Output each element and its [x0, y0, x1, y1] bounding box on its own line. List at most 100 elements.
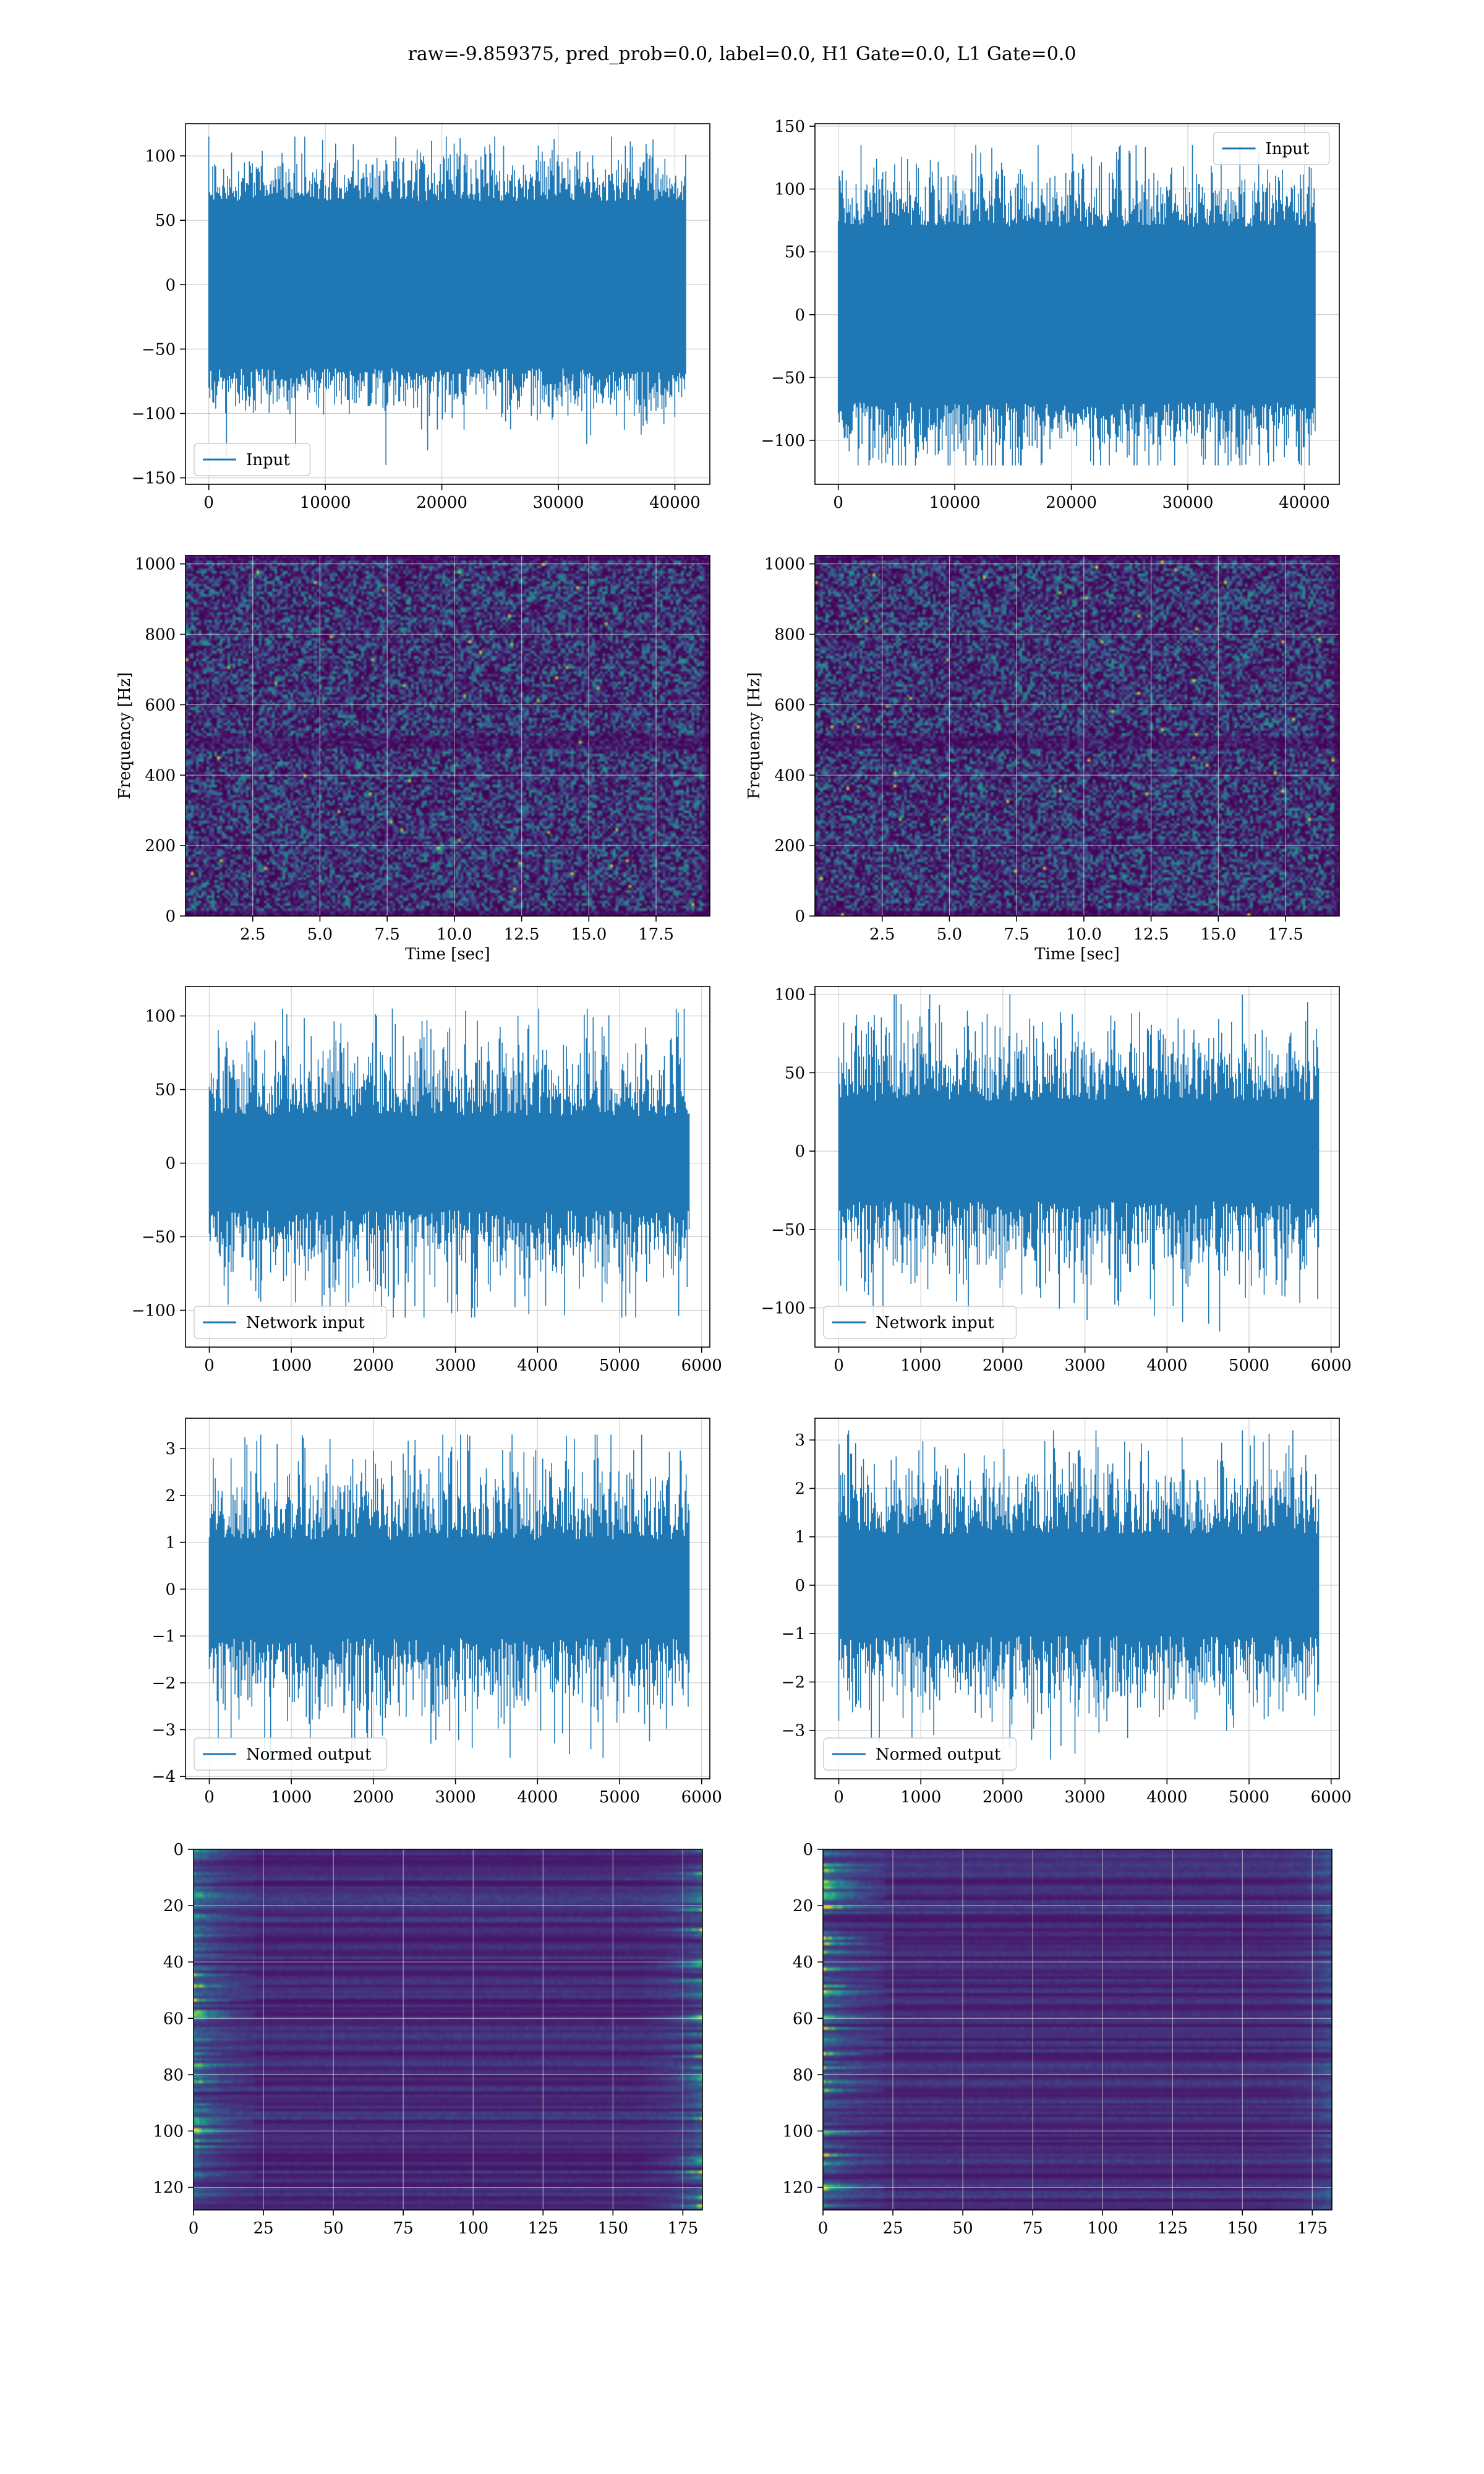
x-tick-label: 6000 [681, 1356, 722, 1375]
y-tick-label: 60 [793, 2010, 813, 2028]
legend-label: Normed output [876, 1745, 1001, 1764]
x-tick-label: 2000 [983, 1356, 1023, 1375]
legend-box [823, 1737, 1017, 1771]
legend: Network input [194, 1306, 388, 1339]
axes-frame [822, 1849, 1333, 2211]
x-tick-label: 175 [668, 2219, 699, 2238]
y-tick-label: −2 [782, 1673, 805, 1692]
y-tick-label: 0 [165, 907, 176, 926]
y-tick-label: 50 [155, 212, 176, 230]
y-tick-label: −100 [132, 404, 176, 423]
y-tick-label: −3 [782, 1722, 805, 1740]
panel-row4-right: 0 1000 2000 3000 4000 5000 6000 −3 −2 −1 0 1 2 3 Norme… [782, 1418, 1352, 1807]
x-tick-label: 30000 [1162, 494, 1214, 512]
x-tick-label: 0 [189, 2219, 199, 2238]
y-tick-label: 0 [173, 1841, 184, 1859]
y-tick-label: 200 [774, 837, 805, 855]
x-tick-label: 2.5 [240, 925, 265, 944]
x-tick-label: 3000 [435, 1788, 476, 1807]
axes-frame [185, 1418, 710, 1779]
y-tick-label: 0 [795, 907, 805, 926]
axes-frame [185, 123, 710, 485]
legend: Input [194, 443, 311, 476]
x-tick-label: 100 [458, 2219, 488, 2238]
x-tick-label: 50 [953, 2219, 973, 2238]
y-tick-label: 0 [795, 1577, 805, 1595]
y-tick-label: 80 [163, 2066, 184, 2084]
x-tick-label: 0 [203, 494, 214, 512]
y-tick-label: 400 [774, 766, 805, 785]
legend-label: Network input [876, 1314, 994, 1332]
panel-row1-right: 0 10000 20000 30000 40000 −100 −50 0 50 100 150 Inp… [761, 118, 1340, 512]
y-tick-label: 1000 [135, 555, 176, 574]
y-tick-label: 100 [145, 1008, 176, 1026]
y-tick-label: 1 [165, 1534, 176, 1552]
y-tick-label: 20 [793, 1897, 813, 1915]
legend-label: Input [246, 451, 290, 469]
x-tick-label: 20000 [416, 494, 467, 512]
x-tick-label: 4000 [1146, 1788, 1187, 1807]
x-tick-label: 150 [597, 2219, 628, 2238]
legend-label: Normed output [246, 1745, 372, 1764]
legend-box [194, 1306, 388, 1339]
y-tick-label: 120 [153, 2179, 184, 2198]
x-tick-label: 3000 [1065, 1356, 1106, 1375]
x-tick-label: 10.0 [1066, 925, 1102, 944]
y-tick-label: −1 [152, 1627, 176, 1646]
x-tick-label: 6000 [1311, 1356, 1352, 1375]
activation-heatmap-image [823, 1849, 1332, 2210]
y-tick-label: 3 [795, 1431, 805, 1450]
y-tick-label: −2 [152, 1674, 176, 1693]
legend: Normed output [823, 1737, 1017, 1771]
legend-box [823, 1306, 1017, 1339]
y-tick-label: 60 [163, 2010, 184, 2028]
x-tick-label: 5000 [599, 1356, 640, 1375]
signal-line [208, 1434, 690, 1758]
x-tick-label: 1000 [900, 1788, 941, 1807]
y-tick-label: 80 [793, 2066, 813, 2084]
legend-box [194, 1737, 388, 1771]
legend: Input [1213, 132, 1330, 165]
figure-title: raw=-9.859375, pred_prob=0.0, label=0.0,… [407, 43, 1077, 65]
x-tick-label: 175 [1297, 2219, 1328, 2238]
legend: Normed output [194, 1737, 388, 1771]
axes-frame [814, 1418, 1340, 1779]
x-tick-label: 1000 [271, 1788, 312, 1807]
panel-row3-right: 0 1000 2000 3000 4000 5000 6000 −100 −50 0 50 100 Ne… [761, 986, 1352, 1375]
x-tick-label: 2.5 [869, 925, 895, 944]
y-tick-label: 100 [145, 147, 176, 166]
y-tick-label: −100 [132, 1302, 176, 1320]
signal-line [838, 1430, 1320, 1760]
x-tick-label: 5000 [599, 1788, 640, 1807]
y-tick-label: 0 [165, 276, 176, 294]
x-tick-label: 25 [254, 2219, 274, 2238]
x-tick-label: 75 [1023, 2219, 1043, 2238]
y-tick-label: 40 [163, 1953, 184, 1972]
x-tick-label: 0 [833, 494, 843, 512]
x-tick-label: 0 [834, 1788, 844, 1807]
legend-label: Input [1266, 140, 1310, 158]
x-tick-label: 40000 [1279, 494, 1330, 512]
x-tick-label: 30000 [533, 494, 584, 512]
x-tick-label: 1000 [271, 1356, 312, 1375]
x-tick-label: 12.5 [1133, 925, 1169, 944]
x-tick-label: 150 [1227, 2219, 1258, 2238]
y-tick-label: −100 [761, 432, 805, 450]
y-tick-label: 0 [795, 1142, 805, 1161]
x-tick-label: 4000 [517, 1356, 558, 1375]
y-tick-label: 50 [785, 1064, 805, 1082]
y-tick-label: 2 [795, 1479, 805, 1498]
axes-frame [814, 986, 1340, 1348]
spectrogram-image [815, 555, 1339, 916]
y-tick-label: −50 [142, 340, 176, 359]
x-tick-label: 6000 [1311, 1788, 1352, 1807]
y-tick-label: 50 [785, 243, 805, 262]
x-tick-label: 4000 [1146, 1356, 1187, 1375]
y-tick-label: 0 [803, 1841, 813, 1859]
x-tick-label: 0 [818, 2219, 829, 2238]
legend-box [194, 443, 311, 476]
x-tick-label: 0 [204, 1356, 215, 1375]
x-tick-label: 17.5 [1268, 925, 1303, 944]
x-tick-label: 125 [1157, 2219, 1188, 2238]
x-tick-label: 15.0 [571, 925, 607, 944]
